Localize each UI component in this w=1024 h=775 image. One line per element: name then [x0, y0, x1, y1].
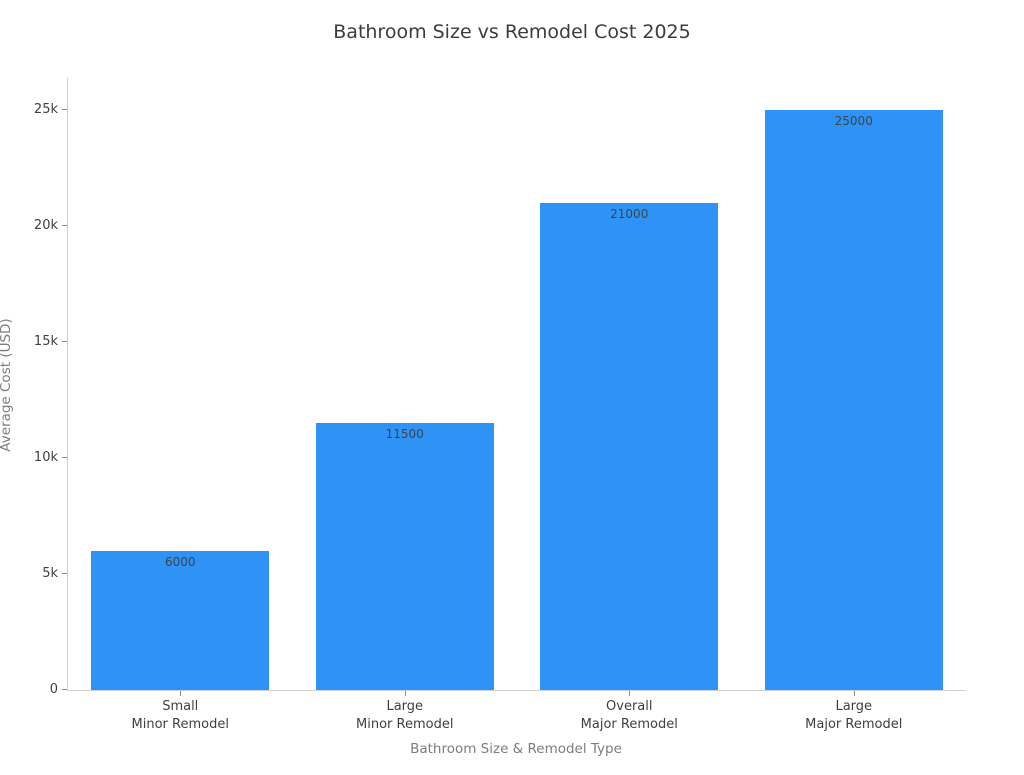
bar-value-label: 11500 [385, 427, 424, 442]
y-tick-label: 15k [33, 334, 58, 349]
y-tick-label: 5k [42, 566, 58, 581]
y-tick-label: 10k [33, 450, 58, 465]
x-tick-label-line: Major Remodel [580, 717, 678, 732]
x-tick-label-line: Large [386, 699, 424, 714]
y-tick-mark [62, 573, 67, 574]
x-tick-label-line: Large [835, 699, 873, 714]
y-axis-title: Average Cost (USD) [0, 318, 14, 452]
y-tick-label: 0 [49, 682, 58, 697]
plot-area: 0 5k 10k 15k 20k 25k 6000 Small Minor Remodel 115… [34, 78, 966, 732]
bar[interactable]: 6000 [91, 550, 270, 690]
x-tick-label: Large Minor Remodel [305, 698, 505, 734]
x-tick-label-line: Minor Remodel [131, 717, 229, 732]
bar[interactable]: 25000 [764, 110, 943, 690]
x-tick-label-line: Major Remodel [805, 717, 903, 732]
y-tick-mark [62, 341, 67, 342]
y-tick-mark [62, 109, 67, 110]
bar-value-label: 21000 [610, 206, 649, 221]
x-tick-mark [180, 691, 182, 696]
x-tick-label: Small Minor Remodel [80, 698, 280, 734]
x-axis-title: Bathroom Size & Remodel Type [410, 741, 622, 757]
x-tick-mark [629, 691, 631, 696]
x-tick-mark [404, 691, 406, 696]
x-tick-label: Overall Major Remodel [529, 698, 729, 734]
bar-value-label: 6000 [164, 554, 196, 569]
x-tick-label-line: Small [162, 699, 199, 714]
bar[interactable]: 11500 [315, 423, 494, 690]
y-tick-mark [62, 225, 67, 226]
y-tick-mark [62, 457, 67, 458]
x-tick-mark [853, 691, 855, 696]
y-tick-label: 20k [33, 218, 58, 233]
x-tick-label: Large Major Remodel [754, 698, 954, 734]
chart-title: Bathroom Size vs Remodel Cost 2025 [333, 21, 691, 43]
bar[interactable]: 21000 [540, 202, 719, 690]
y-tick-mark [62, 689, 67, 690]
y-tick-label: 25k [33, 102, 58, 117]
bar-value-label: 25000 [834, 114, 873, 128]
x-tick-label-line: Minor Remodel [356, 717, 454, 732]
x-tick-label-line: Overall [606, 699, 653, 714]
